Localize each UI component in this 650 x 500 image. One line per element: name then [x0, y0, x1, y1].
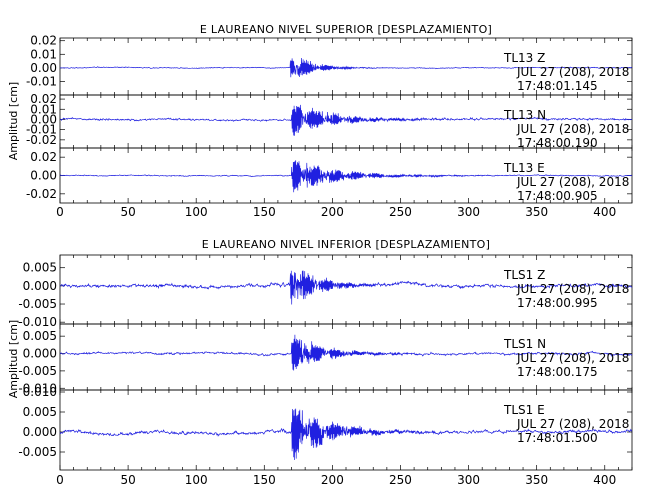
x-tick-label: 250	[389, 205, 412, 219]
trace-date-label: JUL 27 (208), 2018	[516, 351, 629, 365]
y-tick-label: 0.01	[30, 47, 57, 61]
x-tick-label: 400	[593, 205, 616, 219]
trace-date-label: JUL 27 (208), 2018	[516, 122, 629, 136]
y-tick-label: -0.005	[18, 297, 57, 311]
y-tick-label: -0.010	[18, 381, 57, 395]
x-tick-label: 350	[525, 473, 548, 487]
y-tick-label: 0.010	[23, 385, 57, 399]
y-tick-label: 0.02	[30, 150, 57, 164]
panel-upper-level: E LAUREANO NIVEL SUPERIOR [DESPLAZAMIENT…	[7, 23, 633, 219]
panel-upper-title: E LAUREANO NIVEL SUPERIOR [DESPLAZAMIENT…	[200, 23, 492, 36]
x-tick-label: 50	[120, 205, 135, 219]
y-tick-label: -0.01	[26, 74, 57, 88]
trace-station-label: TL13 Z	[503, 51, 545, 65]
trace-date-label: JUL 27 (208), 2018	[516, 175, 629, 189]
x-tick-label: 100	[185, 473, 208, 487]
panel-lower-y-axis-label: Amplitud [cm]	[7, 320, 20, 398]
trace-time-label: 17:48:00.190	[517, 136, 598, 150]
panel-lower-title: E LAUREANO NIVEL INFERIOR [DESPLAZAMIENT…	[202, 238, 490, 251]
y-tick-label: -0.01	[26, 123, 57, 137]
trace-time-label: 17:48:01.500	[517, 431, 598, 445]
y-tick-label: 0.00	[30, 61, 57, 75]
y-tick-label: 0.005	[23, 329, 57, 343]
y-tick-label: 0.000	[23, 425, 57, 439]
y-tick-label: 0.01	[30, 102, 57, 116]
trace-station-label: TLS1 Z	[503, 268, 545, 282]
y-tick-label: 0.005	[23, 405, 57, 419]
waveform-trace-line	[59, 160, 633, 193]
trace-station-label: TL13 E	[503, 161, 545, 175]
trace-date-label: JUL 27 (208), 2018	[516, 417, 629, 431]
waveform-trace-line	[59, 270, 633, 305]
waveform-trace-line	[59, 104, 633, 136]
trace-time-label: 17:48:00.995	[517, 296, 598, 310]
waveform-trace-line	[59, 408, 633, 461]
y-tick-label: -0.005	[18, 364, 57, 378]
trace-date-label: JUL 27 (208), 2018	[516, 282, 629, 296]
y-tick-label: -0.005	[18, 445, 57, 459]
trace-time-label: 17:48:00.905	[517, 189, 598, 203]
y-tick-label: 0.02	[30, 34, 57, 48]
x-tick-label: 200	[321, 473, 344, 487]
trace-station-label: TL13 N	[503, 108, 546, 122]
x-tick-label: 50	[120, 473, 135, 487]
y-tick-label: 0.005	[23, 261, 57, 275]
trace-station-label: TLS1 N	[503, 337, 546, 351]
x-tick-label: 300	[457, 473, 480, 487]
waveform-trace-line	[59, 334, 633, 371]
panel-lower-level: E LAUREANO NIVEL INFERIOR [DESPLAZAMIENT…	[7, 238, 633, 487]
y-tick-label: 0.02	[30, 92, 57, 106]
x-tick-label: 250	[389, 473, 412, 487]
trace-date-label: JUL 27 (208), 2018	[516, 65, 629, 79]
trace-station-label: TLS1 E	[503, 403, 545, 417]
x-tick-label: 0	[56, 473, 64, 487]
y-tick-label: -0.02	[26, 187, 57, 201]
trace-time-label: 17:48:01.145	[517, 79, 598, 93]
y-tick-label: 0.00	[30, 169, 57, 183]
x-tick-label: 150	[253, 205, 276, 219]
y-tick-label: 0.00	[30, 112, 57, 126]
y-tick-label: 0.000	[23, 279, 57, 293]
x-tick-label: 150	[253, 473, 276, 487]
trace-time-label: 17:48:00.175	[517, 365, 598, 379]
x-tick-label: 200	[321, 205, 344, 219]
x-tick-label: 100	[185, 205, 208, 219]
y-tick-label: -0.02	[26, 133, 57, 147]
y-tick-label: 0.000	[23, 347, 57, 361]
x-tick-label: 0	[56, 205, 64, 219]
y-tick-label: -0.010	[18, 315, 57, 329]
x-tick-label: 300	[457, 205, 480, 219]
x-tick-label: 350	[525, 205, 548, 219]
waveform-trace-line	[59, 57, 632, 78]
x-tick-label: 400	[593, 473, 616, 487]
panel-upper-y-axis-label: Amplitud [cm]	[7, 82, 20, 160]
